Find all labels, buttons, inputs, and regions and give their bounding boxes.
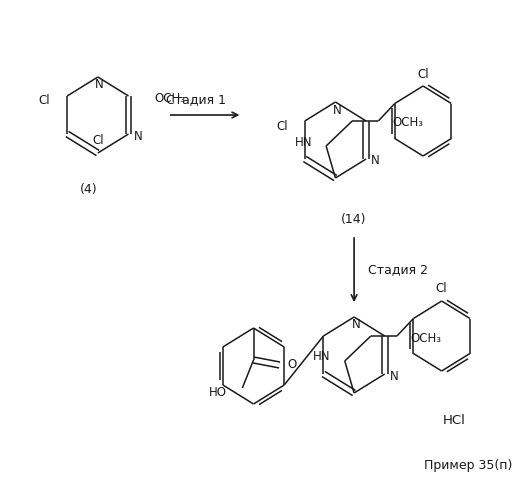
Text: N: N (333, 104, 342, 117)
Text: N: N (133, 130, 142, 142)
Text: O: O (287, 358, 297, 372)
Text: HN: HN (294, 136, 312, 148)
Text: OCH₃: OCH₃ (411, 332, 442, 344)
Text: Cl: Cl (39, 94, 50, 108)
Text: N: N (390, 370, 399, 382)
Text: Cl: Cl (276, 120, 288, 132)
Text: HO: HO (209, 386, 226, 400)
Text: HCl: HCl (442, 414, 465, 426)
Text: N: N (95, 78, 104, 92)
Text: Пример 35(п): Пример 35(п) (424, 458, 513, 471)
Text: OCH₃: OCH₃ (392, 116, 423, 130)
Text: Cl: Cl (436, 282, 448, 296)
Text: OCH₃: OCH₃ (155, 92, 186, 104)
Text: HN: HN (313, 350, 331, 364)
Text: Cl: Cl (92, 134, 104, 146)
Text: N: N (371, 154, 380, 168)
Text: (14): (14) (342, 214, 367, 226)
Text: Стадия 2: Стадия 2 (368, 264, 428, 276)
Text: (4): (4) (79, 184, 97, 196)
Text: Cl: Cl (417, 68, 429, 80)
Text: N: N (351, 318, 360, 332)
Text: Стадия 1: Стадия 1 (166, 94, 226, 106)
